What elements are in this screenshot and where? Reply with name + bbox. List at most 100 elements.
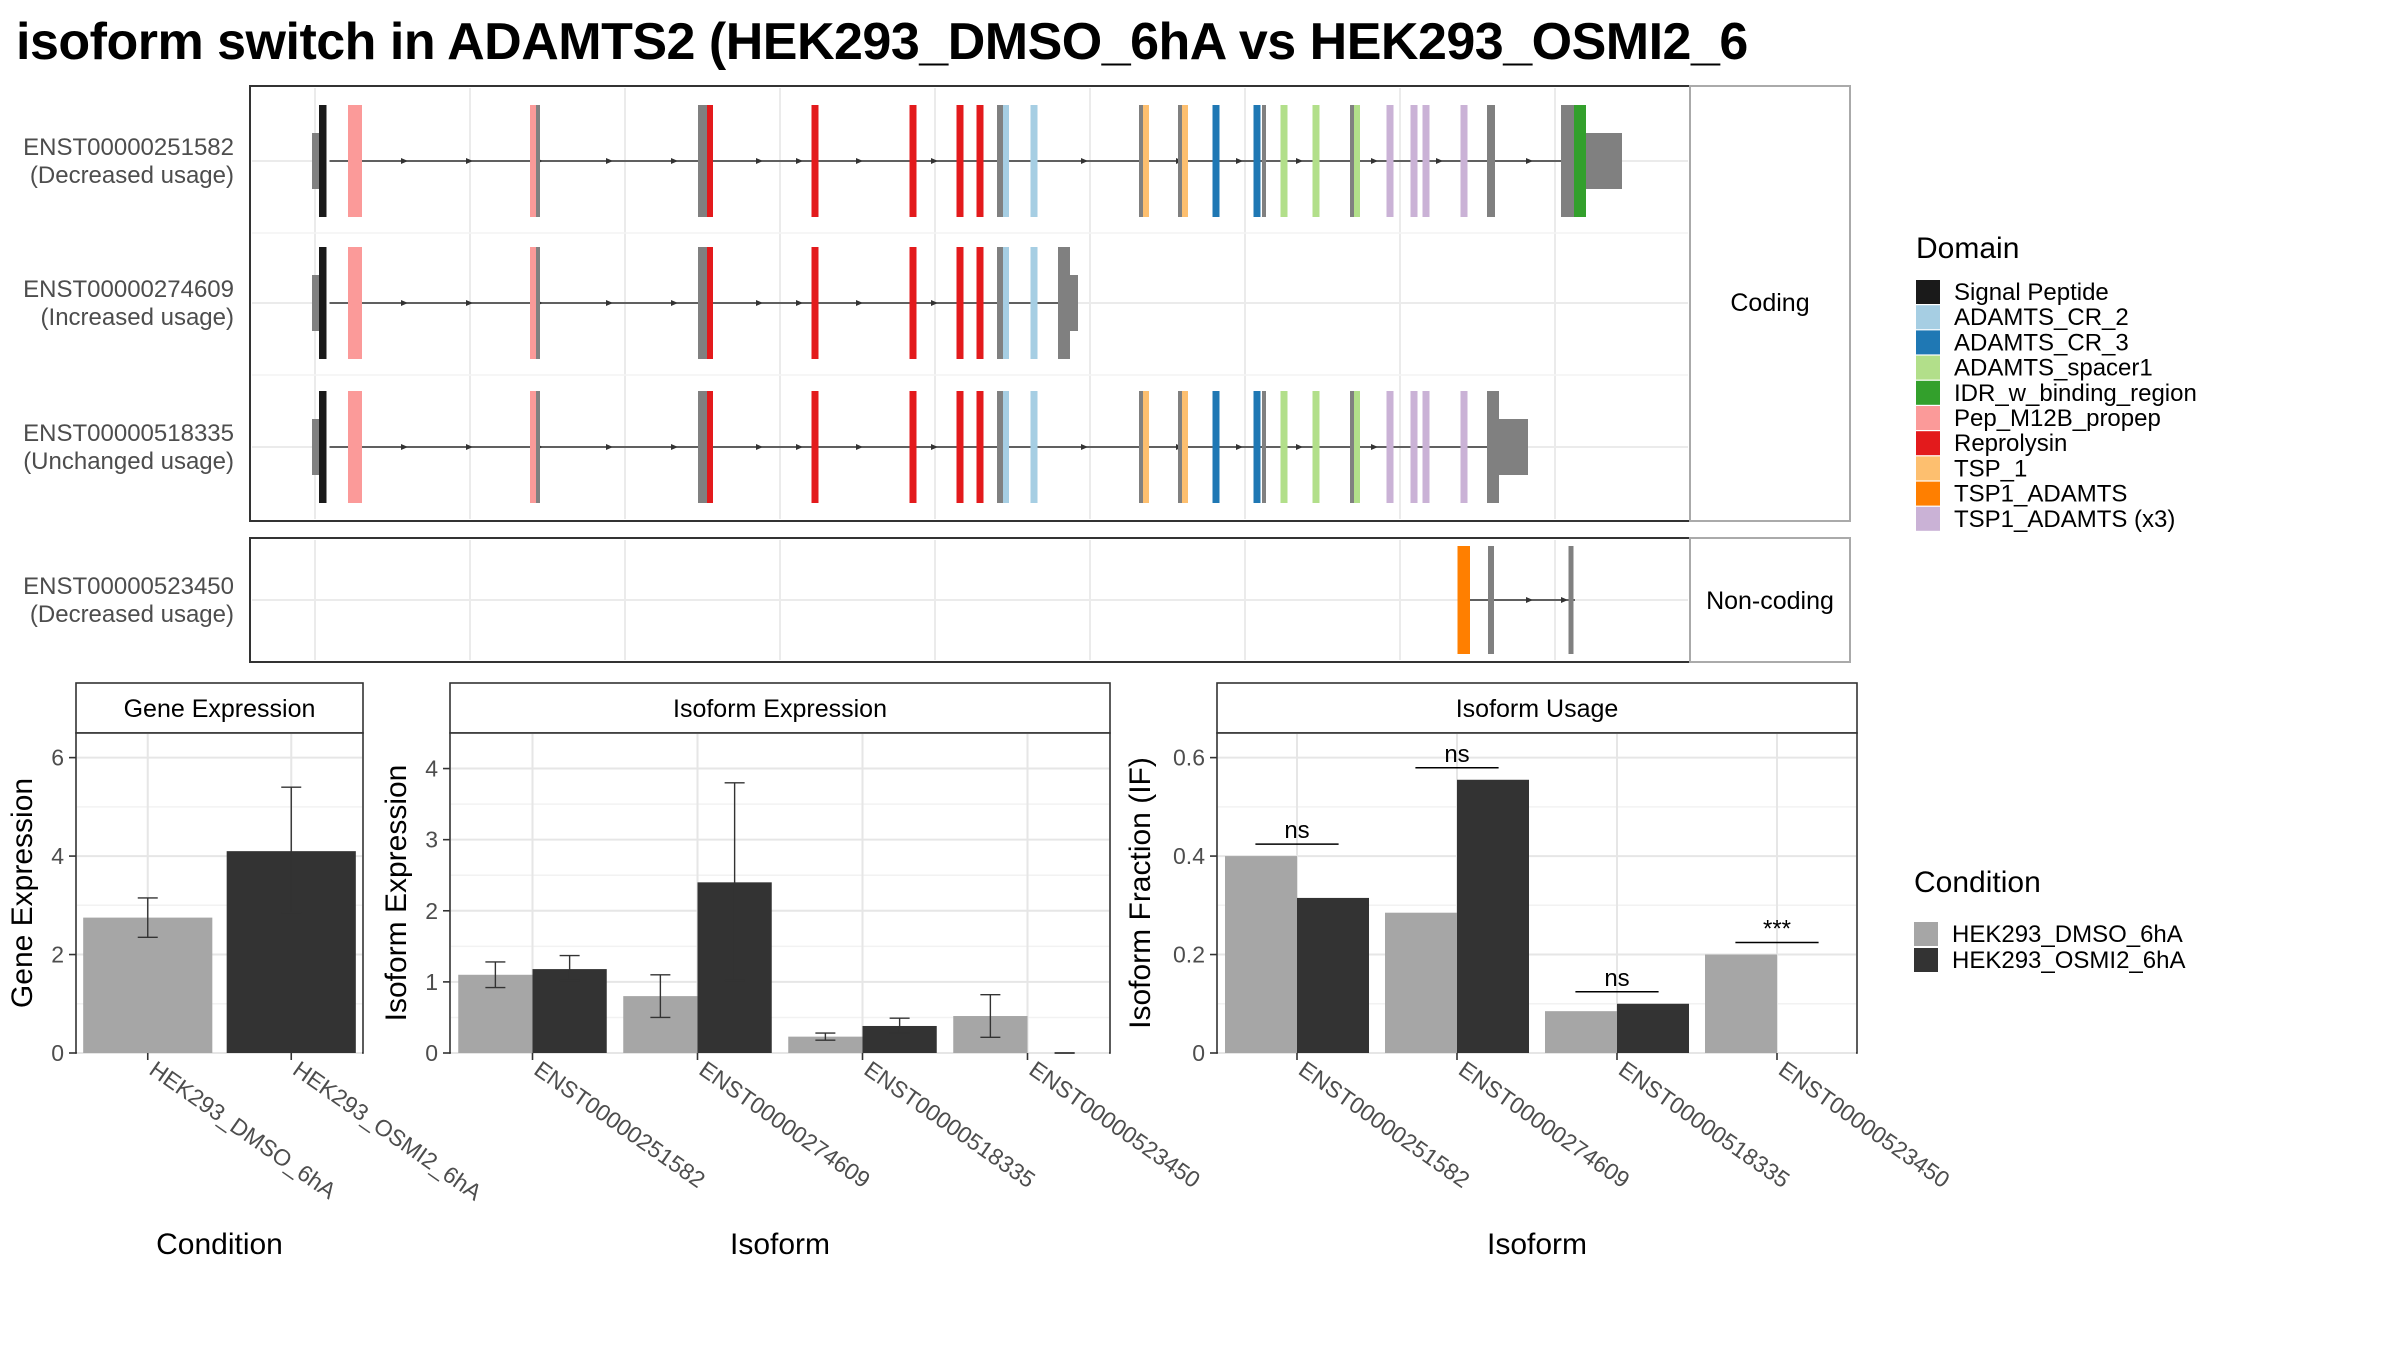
exon-block: [530, 391, 538, 503]
exon-block: [909, 247, 917, 359]
exon-block: [1280, 391, 1288, 503]
strand-arrow: [1371, 444, 1378, 450]
domain-legend-swatch: [1916, 330, 1940, 355]
exon-block: [1386, 391, 1394, 503]
y-tick-label: 4: [425, 756, 438, 782]
figure-title: isoform switch in ADAMTS2 (HEK293_DMSO_6…: [16, 13, 1748, 71]
exon-block: [1354, 105, 1360, 217]
x-tick-label: ENST00000523450: [1025, 1056, 1205, 1193]
x-tick-label: ENST00000251582: [1294, 1056, 1474, 1193]
exon-block: [326, 391, 330, 503]
exon-block: [530, 247, 538, 359]
condition-legend-swatch: [1914, 922, 1938, 946]
exon-block: [707, 105, 713, 217]
domain-legend-label: TSP1_ADAMTS: [1954, 481, 2127, 508]
exon-block: [976, 105, 984, 217]
exon-block: [354, 247, 362, 359]
y-tick-label: 0.4: [1173, 843, 1205, 869]
bar: [1457, 779, 1529, 1053]
exon-block: [348, 105, 356, 217]
strand-arrow: [1371, 158, 1378, 164]
exon-block: [1030, 247, 1038, 359]
strand-arrow: [796, 158, 803, 164]
exon-block: [1489, 391, 1499, 503]
y-tick-label: 1: [425, 969, 438, 995]
condition-legend-label: HEK293_OSMI2_6hA: [1952, 947, 2185, 974]
strand-arrow: [671, 300, 678, 306]
exon-block: [354, 391, 362, 503]
coding-strip-label: Coding: [1730, 289, 1809, 317]
utr-block: [1586, 133, 1622, 189]
exon-block: [1212, 391, 1220, 503]
isoform-structure-plot: Coding Non-coding ENST00000251582(Decrea…: [23, 85, 1851, 663]
transcript-id-label: ENST00000251582: [23, 134, 234, 161]
exon-block: [1030, 105, 1038, 217]
exon-block: [1487, 105, 1495, 217]
exon-block: [1561, 105, 1575, 217]
y-tick-label: 4: [51, 843, 64, 869]
domain-legend-swatch: [1916, 456, 1940, 481]
transcript-id-label: ENST00000523450: [23, 573, 234, 600]
x-tick-label: ENST00000523450: [1774, 1056, 1954, 1193]
noncoding-strip-label: Non-coding: [1706, 587, 1834, 615]
bar: [83, 917, 213, 1053]
strand-arrow: [1081, 444, 1088, 450]
gene-expression-chart: Gene Expression0246HEK293_DMSO_6hAHEK293…: [6, 682, 487, 1261]
exon-block: [811, 391, 819, 503]
domain-legend-swatch: [1916, 280, 1940, 304]
exon-block: [1488, 546, 1494, 654]
strand-arrow: [1081, 158, 1088, 164]
strand-arrow: [931, 444, 938, 450]
exon-block: [1464, 546, 1470, 654]
exon-block: [1262, 105, 1266, 217]
x-tick-label: ENST00000518335: [1614, 1056, 1794, 1193]
transcript-usage-label: (Decreased usage): [30, 162, 234, 189]
strand-arrow: [466, 158, 473, 164]
domain-legend-label: IDR_w_binding_region: [1954, 380, 2197, 407]
strand-arrow: [1526, 158, 1533, 164]
transcript-labels: ENST00000251582(Decreased usage)ENST0000…: [23, 134, 234, 628]
domain-legend-swatch: [1916, 380, 1940, 405]
exon-block: [956, 247, 964, 359]
domain-legend-label: TSP_1: [1954, 455, 2027, 482]
exon-block: [1139, 391, 1143, 503]
strand-arrow: [756, 444, 763, 450]
exon-block: [1003, 105, 1009, 217]
x-tick-label: ENST00000251582: [530, 1056, 710, 1193]
utr-block: [1498, 419, 1528, 475]
strand-arrow: [856, 300, 863, 306]
strand-arrow: [466, 300, 473, 306]
domain-legend: Domain Signal PeptideADAMTS_CR_2ADAMTS_C…: [1916, 232, 2197, 533]
exon-block: [1460, 105, 1468, 217]
transcript-usage-label: (Decreased usage): [30, 601, 234, 628]
isoform-usage-chart: Isoform Usage 0 0.2 0.4 0.6 ns ENST00000251582…: [1124, 682, 1955, 1261]
y-axis-title: Gene Expression: [6, 778, 39, 1008]
exon-block: [1354, 391, 1360, 503]
strand-arrow: [1526, 597, 1533, 603]
exon-block: [1386, 105, 1394, 217]
bar: [1705, 954, 1777, 1053]
noncoding-transcript-tracks: [1457, 546, 1575, 654]
y-tick-label: 3: [425, 827, 438, 853]
transcript-usage-label: (Unchanged usage): [23, 448, 234, 475]
strand-arrow: [671, 444, 678, 450]
coding-strip: [1689, 85, 1851, 522]
exon-block: [1139, 105, 1143, 217]
exon-block: [909, 391, 917, 503]
y-tick-label: 0.6: [1173, 745, 1205, 771]
significance-label: ***: [1763, 916, 1791, 943]
transcript-id-label: ENST00000274609: [23, 276, 234, 303]
exon-block: [326, 247, 330, 359]
x-axis-title: Isoform: [1487, 1228, 1587, 1261]
exon-block: [326, 105, 330, 217]
exon-block: [1182, 391, 1188, 503]
strand-arrow: [1561, 597, 1568, 603]
transcript-id-label: ENST00000518335: [23, 420, 234, 447]
exon-block: [909, 105, 917, 217]
exon-block: [319, 105, 327, 217]
domain-legend-swatch: [1916, 355, 1940, 380]
bar: [1225, 856, 1297, 1053]
domain-legend-title: Domain: [1916, 232, 2019, 265]
x-axis-title: Condition: [156, 1228, 283, 1261]
y-axis-title: Isoform Expression: [380, 765, 413, 1022]
